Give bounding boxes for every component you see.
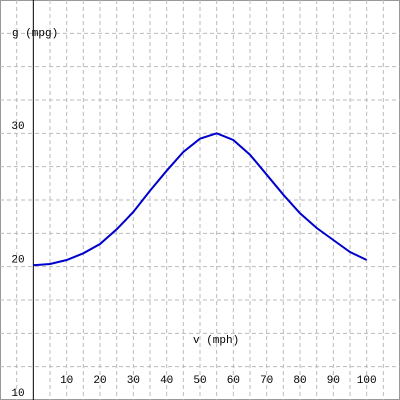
x-tick-label: 30 — [127, 375, 140, 387]
x-tick-label: 20 — [93, 375, 106, 387]
x-tick-label: 40 — [160, 375, 173, 387]
x-tick-label: 70 — [260, 375, 273, 387]
y-tick-label: 30 — [11, 121, 24, 133]
y-axis-label: g (mpg) — [12, 28, 58, 40]
x-tick-label: 80 — [293, 375, 306, 387]
x-tick-label: 100 — [357, 375, 377, 387]
x-tick-label: 60 — [227, 375, 240, 387]
x-axis-label: v (mph) — [193, 335, 239, 347]
y-tick-label: 10 — [11, 388, 24, 400]
x-tick-label: 50 — [193, 375, 206, 387]
y-tick-label: 20 — [11, 255, 24, 267]
data-line — [33, 132, 368, 267]
x-tick-label: 10 — [60, 375, 73, 387]
x-tick-label: 90 — [327, 375, 340, 387]
